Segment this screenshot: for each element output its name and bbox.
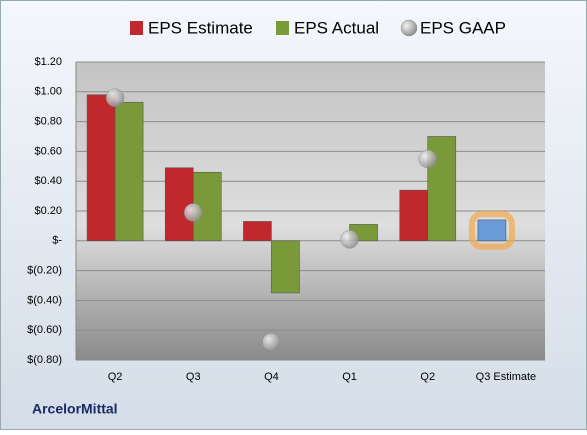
- bar: [243, 221, 272, 242]
- y-tick-label: $(0.20): [27, 265, 62, 277]
- footer: ArcelorMittal: [32, 401, 118, 417]
- legend-swatch: [276, 21, 289, 35]
- y-tick-label: $(0.40): [27, 294, 62, 306]
- y-tick-label: $(0.80): [27, 354, 62, 366]
- bar: [271, 240, 300, 294]
- y-tick-label: $0.40: [34, 175, 62, 187]
- y-tick-label: $0.60: [34, 145, 62, 157]
- legend-swatch: [400, 19, 418, 37]
- y-tick-label: $(0.60): [27, 324, 62, 336]
- bar: [399, 189, 429, 242]
- bar: [86, 94, 116, 242]
- x-tick-label: Q4: [264, 371, 279, 383]
- bar: [477, 219, 507, 242]
- y-tick-label: $1.20: [34, 56, 62, 68]
- y-tick-label: $0.80: [34, 116, 62, 128]
- x-tick-label: Q1: [342, 371, 357, 383]
- x-tick-label: Q2: [420, 371, 435, 383]
- y-tick-label: $1.00: [34, 86, 62, 98]
- bar: [114, 101, 144, 242]
- gaap-marker: [418, 149, 437, 169]
- y-tick-label: $0.20: [34, 205, 62, 217]
- legend-label: EPS GAAP: [420, 18, 506, 37]
- gaap-marker: [184, 203, 203, 222]
- legend-label: EPS Estimate: [148, 18, 253, 37]
- estimate-glow: [468, 210, 515, 250]
- x-tick-label: Q3: [186, 371, 201, 383]
- legend-swatch: [130, 21, 143, 35]
- gaap-marker: [262, 332, 281, 352]
- x-tick-label: Q3 Estimate: [476, 371, 537, 383]
- gaap-marker: [105, 88, 125, 108]
- legend-label: EPS Actual: [294, 18, 379, 37]
- y-tick-label: $-: [52, 235, 62, 247]
- gaap-marker: [340, 230, 359, 249]
- x-tick-label: Q2: [108, 371, 123, 383]
